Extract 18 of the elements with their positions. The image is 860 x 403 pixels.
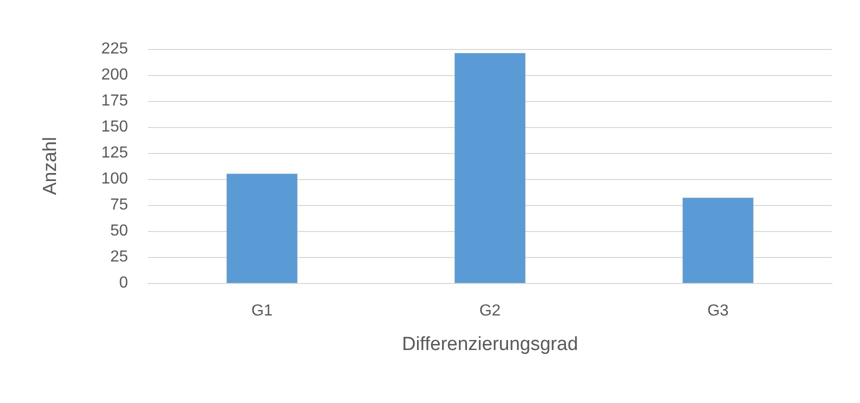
y-tick-label: 225 <box>101 40 128 58</box>
y-tick-label: 175 <box>101 92 128 110</box>
y-tick-label: 200 <box>101 66 128 84</box>
bar <box>226 174 298 283</box>
y-tick-label: 125 <box>101 144 128 162</box>
x-axis-title: Differenzierungsgrad <box>402 334 578 355</box>
bar <box>682 198 754 283</box>
y-tick-label: 0 <box>119 274 128 292</box>
y-tick-label: 150 <box>101 118 128 136</box>
y-tick-label: 50 <box>110 222 128 240</box>
x-tick-label: G2 <box>479 302 501 320</box>
x-tick-label: G1 <box>251 302 273 320</box>
y-tick-label: 100 <box>101 170 128 188</box>
x-tick-label: G3 <box>707 302 729 320</box>
bar <box>454 53 526 283</box>
y-tick-label: 75 <box>110 196 128 214</box>
y-tick-label: 25 <box>110 248 128 266</box>
y-axis-title: Anzahl <box>40 136 61 196</box>
